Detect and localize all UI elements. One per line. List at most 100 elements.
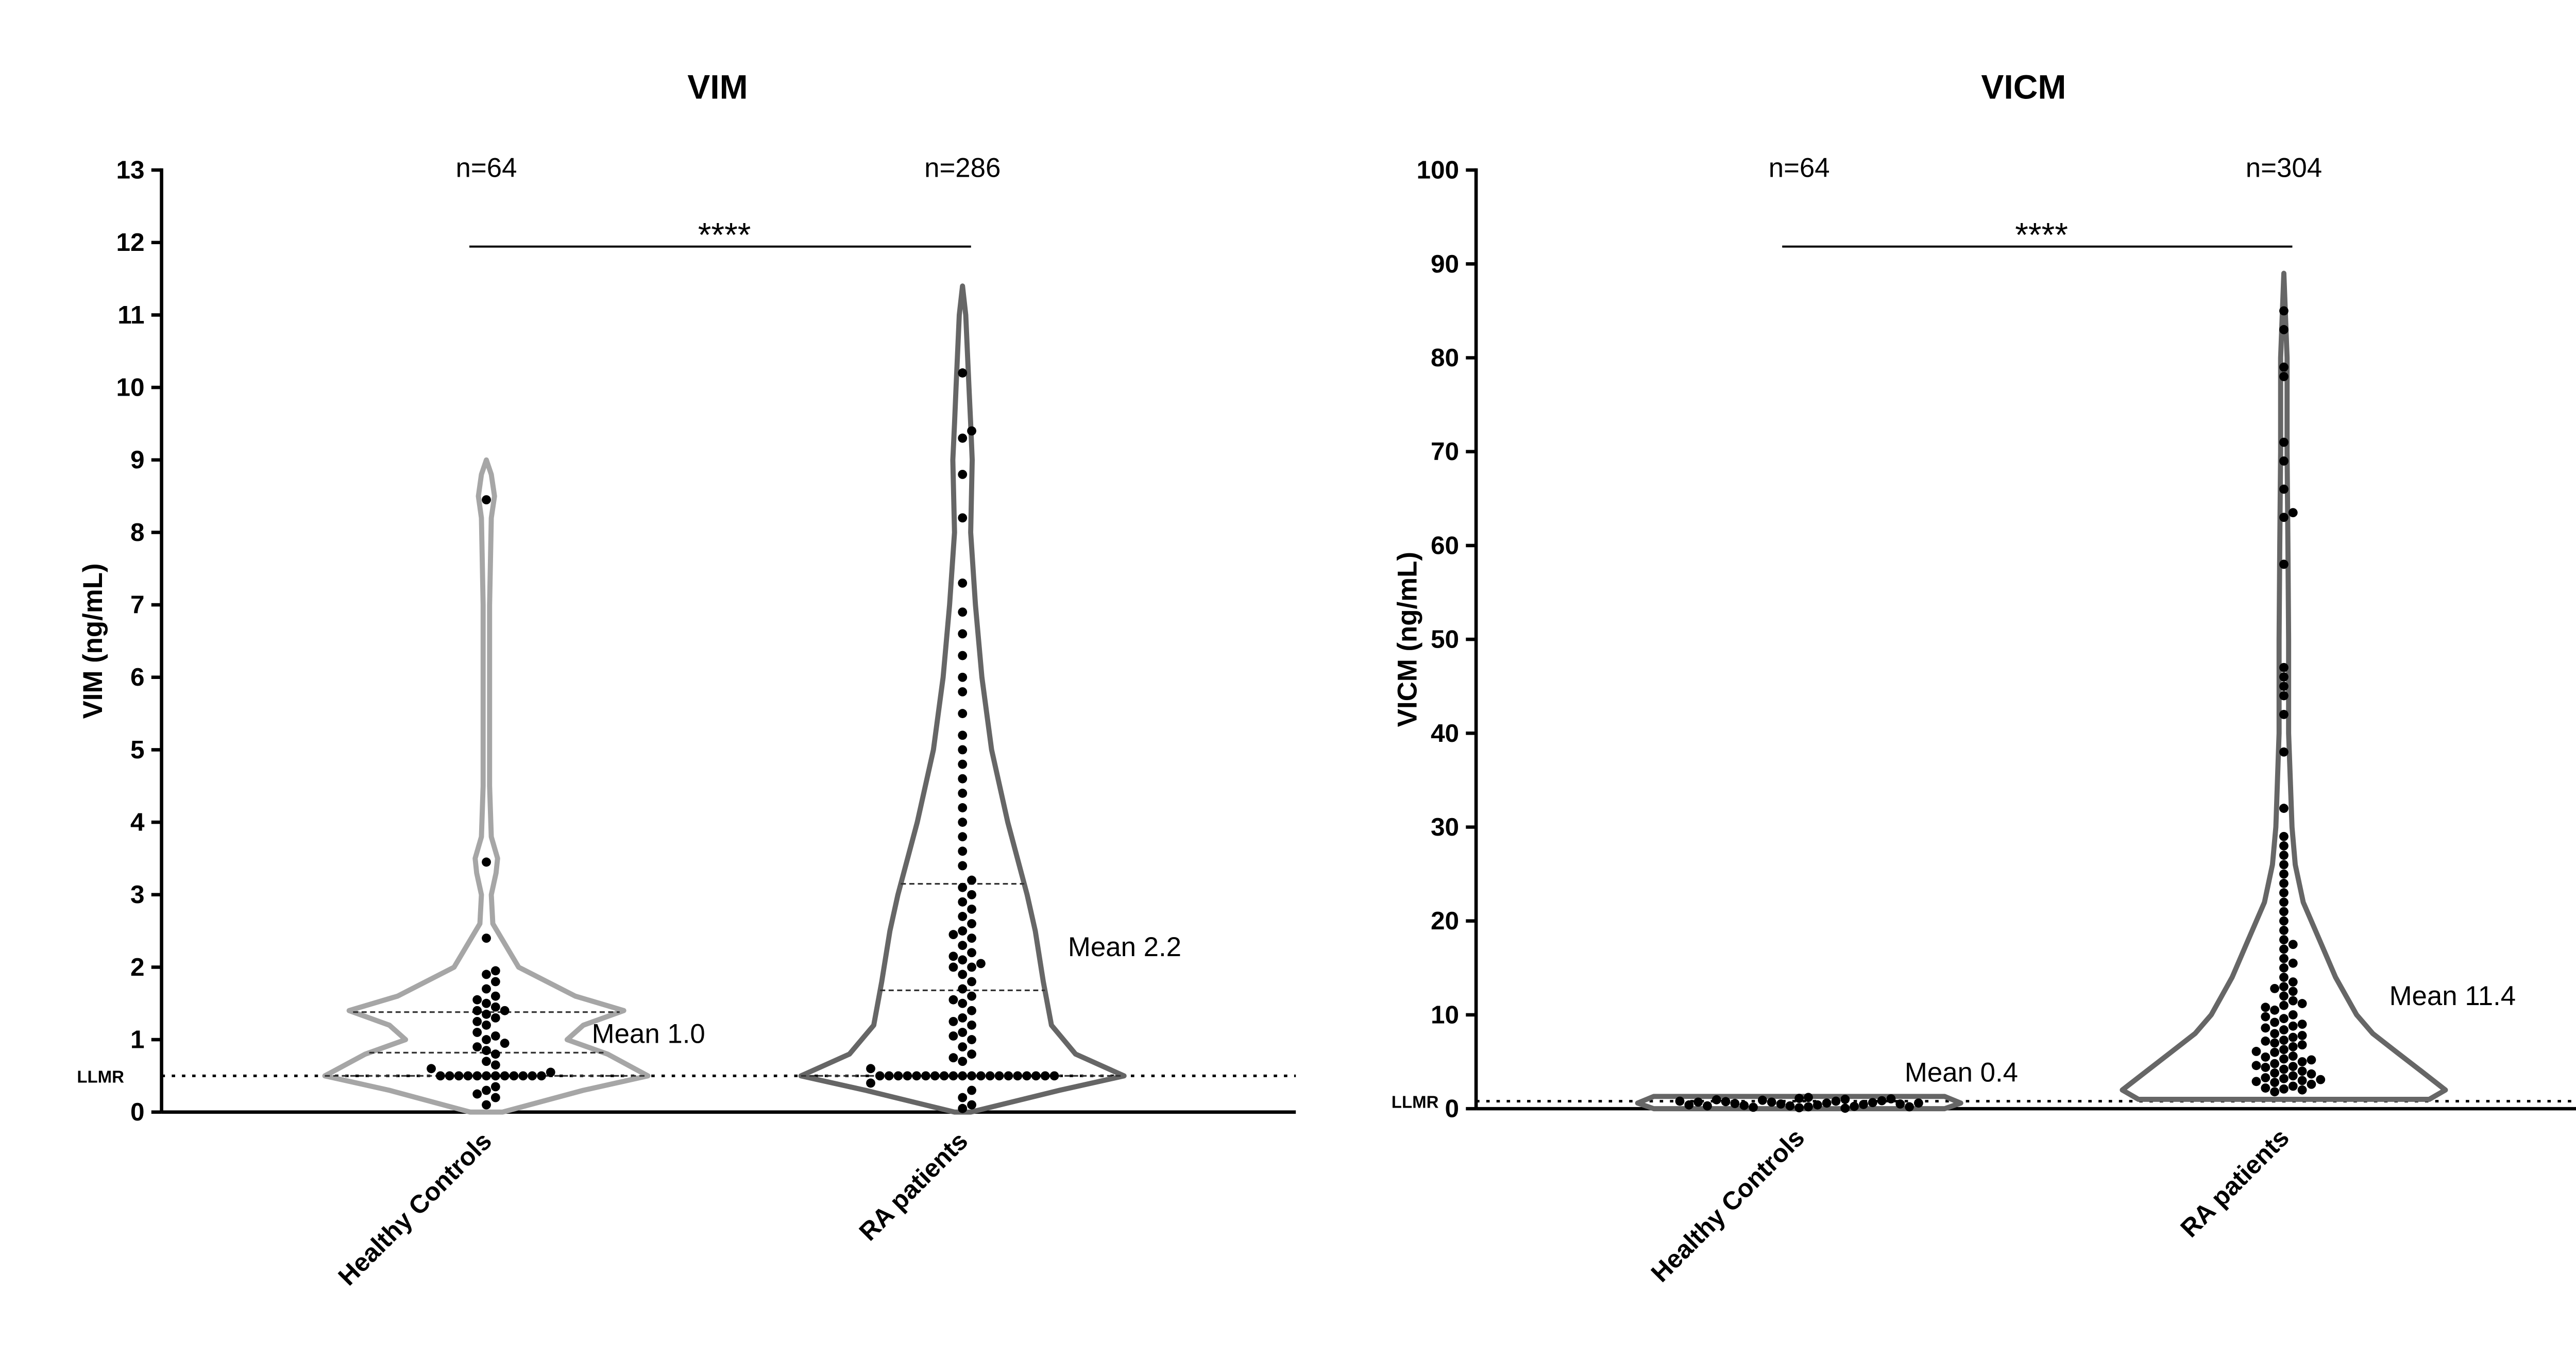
data-point bbox=[482, 1071, 491, 1081]
data-point bbox=[490, 1082, 500, 1092]
data-point bbox=[2279, 709, 2289, 719]
data-point bbox=[2279, 559, 2289, 569]
data-point bbox=[958, 926, 968, 936]
data-point bbox=[2270, 1047, 2280, 1057]
data-point bbox=[930, 1071, 940, 1081]
data-point bbox=[2307, 1069, 2316, 1079]
y-tick-label: 9 bbox=[130, 446, 145, 474]
y-tick-label: 11 bbox=[117, 301, 144, 329]
data-point bbox=[2288, 508, 2298, 518]
data-point bbox=[2279, 1054, 2289, 1064]
data-point bbox=[482, 1057, 491, 1066]
data-point bbox=[472, 1016, 482, 1026]
data-point bbox=[1914, 1098, 1923, 1108]
data-point bbox=[948, 1031, 958, 1041]
data-point bbox=[1684, 1100, 1694, 1110]
data-point bbox=[1859, 1100, 1868, 1109]
data-point bbox=[1886, 1094, 1896, 1103]
data-point bbox=[2279, 372, 2289, 381]
data-point bbox=[967, 890, 976, 899]
data-point bbox=[490, 1071, 500, 1081]
data-point bbox=[454, 1071, 464, 1081]
data-point bbox=[472, 1006, 482, 1015]
data-point bbox=[2279, 982, 2289, 992]
data-point bbox=[2279, 682, 2289, 691]
data-point bbox=[2297, 1066, 2307, 1076]
data-point bbox=[2279, 888, 2289, 897]
y-tick-label: 10 bbox=[116, 373, 145, 402]
data-point bbox=[2270, 1005, 2280, 1015]
n-label: n=64 bbox=[1769, 152, 1830, 183]
data-point bbox=[537, 1071, 546, 1081]
data-point bbox=[958, 788, 968, 798]
y-tick-label: 1 bbox=[130, 1026, 145, 1054]
data-point bbox=[958, 731, 968, 740]
data-point bbox=[1804, 1102, 1813, 1112]
data-point bbox=[2279, 991, 2289, 1001]
violin bbox=[2120, 270, 2448, 1102]
data-point bbox=[490, 977, 500, 987]
data-point bbox=[482, 1009, 491, 1019]
data-point bbox=[1711, 1095, 1721, 1105]
y-tick-label: 100 bbox=[1416, 156, 1459, 184]
data-point bbox=[1905, 1102, 1914, 1112]
data-point bbox=[1758, 1095, 1767, 1105]
data-point bbox=[2279, 935, 2289, 945]
data-point bbox=[1822, 1098, 1832, 1108]
y-tick-label: 50 bbox=[1431, 625, 1459, 654]
data-point bbox=[2279, 484, 2289, 494]
data-point bbox=[958, 513, 968, 523]
data-point bbox=[985, 1071, 995, 1081]
data-point bbox=[948, 952, 958, 961]
data-point bbox=[2270, 1059, 2280, 1068]
data-point bbox=[528, 1071, 537, 1081]
data-point bbox=[1022, 1071, 1031, 1081]
data-point bbox=[518, 1071, 528, 1081]
data-point bbox=[490, 991, 500, 1001]
data-point bbox=[2261, 1012, 2270, 1022]
y-tick-label: 0 bbox=[130, 1098, 145, 1126]
data-point bbox=[500, 1039, 510, 1048]
data-point bbox=[958, 998, 968, 1008]
data-point bbox=[2279, 362, 2289, 372]
data-point bbox=[958, 832, 968, 842]
data-point bbox=[866, 1078, 875, 1088]
data-point bbox=[482, 970, 491, 979]
data-point bbox=[2288, 1021, 2298, 1031]
data-point bbox=[958, 1013, 968, 1023]
data-point bbox=[2288, 996, 2298, 1006]
violin bbox=[322, 457, 651, 1115]
data-point bbox=[958, 1093, 968, 1102]
data-point bbox=[967, 1049, 976, 1059]
data-point bbox=[2279, 662, 2289, 672]
y-tick-label: 90 bbox=[1431, 250, 1459, 278]
data-point bbox=[958, 774, 968, 784]
data-point bbox=[967, 1071, 976, 1081]
data-point bbox=[472, 1028, 482, 1037]
data-point bbox=[967, 904, 976, 914]
data-point bbox=[2279, 926, 2289, 935]
data-point bbox=[912, 1071, 922, 1081]
data-point bbox=[490, 966, 500, 976]
data-point bbox=[948, 962, 958, 972]
data-point bbox=[967, 1100, 976, 1110]
data-point bbox=[2279, 954, 2289, 963]
data-point bbox=[2270, 983, 2280, 993]
data-point bbox=[2279, 456, 2289, 466]
data-point bbox=[1721, 1097, 1731, 1107]
data-point bbox=[958, 629, 968, 639]
data-point bbox=[1767, 1097, 1776, 1107]
data-point bbox=[958, 672, 968, 682]
data-point bbox=[482, 984, 491, 994]
data-point bbox=[939, 1071, 949, 1081]
data-point bbox=[2297, 1085, 2307, 1095]
data-point bbox=[2279, 1064, 2289, 1074]
data-point bbox=[967, 875, 976, 885]
data-point bbox=[2297, 1057, 2307, 1066]
data-point bbox=[2297, 1040, 2307, 1050]
data-point bbox=[490, 1013, 500, 1023]
x-tick-label: RA patients bbox=[2175, 1123, 2295, 1243]
data-point bbox=[2279, 851, 2289, 860]
mean-label: Mean 1.0 bbox=[592, 1019, 705, 1049]
data-point bbox=[2279, 1014, 2289, 1024]
